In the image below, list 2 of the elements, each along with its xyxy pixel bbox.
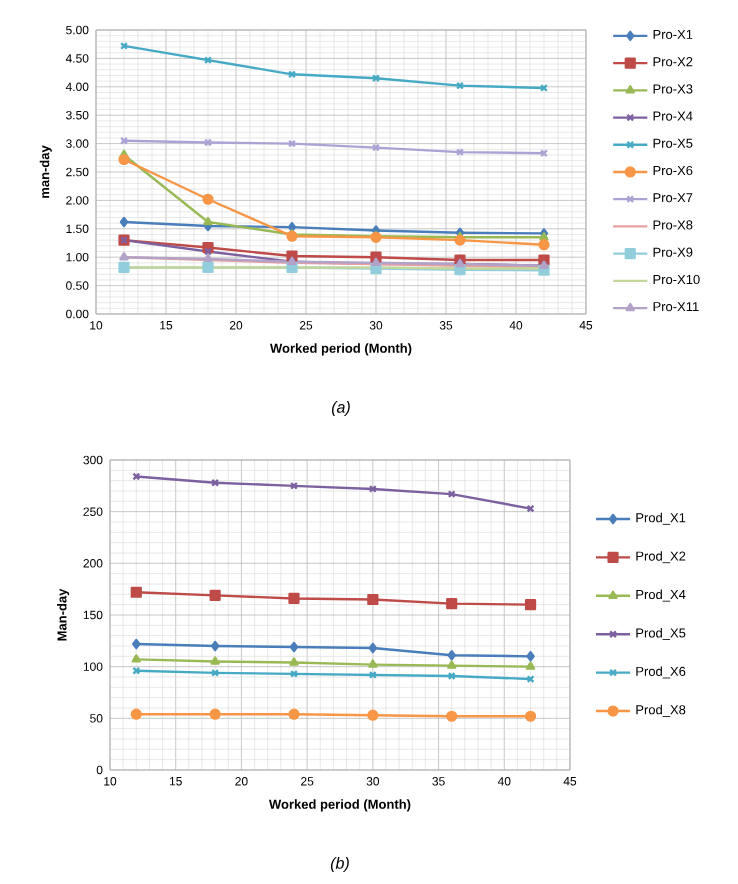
text: (a) xyxy=(331,401,350,416)
text: (b) xyxy=(330,857,349,872)
